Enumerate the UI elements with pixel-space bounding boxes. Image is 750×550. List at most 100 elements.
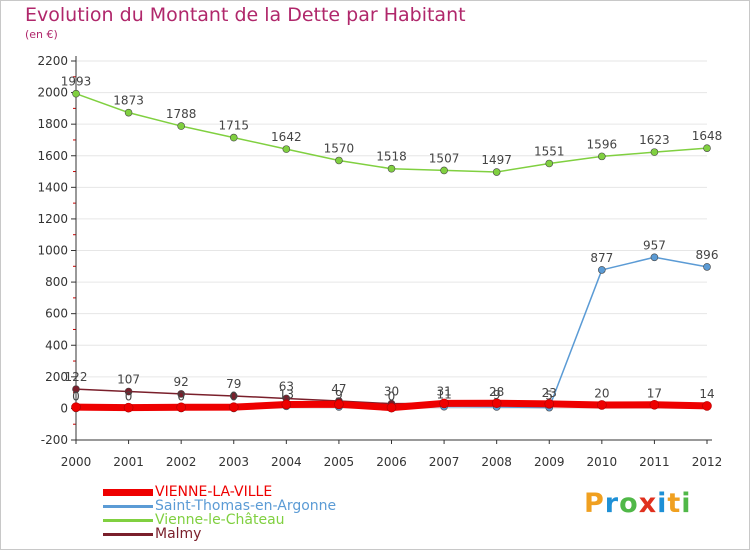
data-point — [123, 402, 134, 413]
legend-item: Vienne-le-Château — [103, 512, 423, 528]
y-tick-label: 1800 — [37, 117, 68, 131]
data-label: 17 — [647, 387, 662, 401]
data-label: 1873 — [113, 94, 144, 108]
data-point — [176, 402, 186, 413]
data-point — [649, 399, 660, 410]
data-point — [177, 390, 185, 398]
data-label: 122 — [65, 370, 88, 384]
data-point — [124, 387, 133, 396]
y-axis-unit-label: (en €) — [25, 28, 58, 41]
data-point — [281, 399, 292, 410]
y-tick-label: 2000 — [37, 86, 68, 100]
x-tick-label: 2007 — [429, 455, 460, 469]
data-label: 1497 — [481, 153, 512, 167]
data-label: 20 — [594, 386, 609, 400]
data-point — [334, 399, 344, 410]
data-label: 0 — [72, 389, 80, 403]
logo-letter: x — [638, 488, 658, 519]
data-point — [598, 266, 606, 274]
data-label: 0 — [125, 389, 133, 403]
legend-label: Vienne-le-Château — [155, 512, 285, 528]
data-label: 9 — [335, 388, 343, 402]
data-point — [597, 400, 607, 410]
x-tick-label: 2010 — [587, 455, 618, 469]
data-label: 1623 — [639, 133, 670, 147]
data-point — [124, 108, 133, 117]
chart-title: Evolution du Montant de la Dette par Hab… — [25, 4, 466, 26]
data-point — [598, 152, 606, 161]
x-tick-label: 2001 — [113, 455, 144, 469]
data-label: 47 — [331, 382, 346, 396]
x-tick-label: 2008 — [481, 455, 512, 469]
data-label: 79 — [226, 377, 241, 391]
data-label: 0 — [230, 389, 238, 403]
data-point — [335, 156, 343, 165]
data-label: 1788 — [166, 107, 197, 121]
data-label: 107 — [117, 373, 140, 387]
data-label: 92 — [174, 375, 189, 389]
x-tick-label: 2011 — [639, 455, 670, 469]
logo-letter: o — [619, 488, 639, 519]
data-point — [544, 399, 555, 409]
data-point — [440, 166, 448, 175]
y-tick-label: -200 — [41, 433, 68, 447]
data-point — [72, 385, 80, 393]
legend-label: VIENNE-LA-VILLE — [155, 484, 273, 500]
data-point — [650, 253, 659, 262]
y-tick-label: 400 — [45, 338, 68, 352]
data-label: 877 — [590, 251, 613, 265]
data-label: 1715 — [218, 119, 249, 133]
data-label: 1993 — [61, 75, 92, 89]
data-point — [702, 401, 712, 411]
proxiti-logo: Proxiti — [584, 488, 692, 519]
legend-swatch — [103, 489, 153, 496]
legend-label: Saint-Thomas-en-Argonne — [155, 498, 337, 514]
logo-letter: i — [657, 488, 668, 519]
y-tick-label: 600 — [45, 307, 68, 321]
data-point — [229, 392, 238, 400]
y-tick-label: 800 — [45, 275, 68, 289]
data-point — [229, 133, 238, 142]
data-point — [439, 398, 449, 409]
logo-letter: P — [584, 488, 605, 519]
data-point — [387, 164, 396, 173]
y-tick-label: 0 — [60, 401, 68, 415]
x-tick-label: 2005 — [324, 455, 355, 469]
data-label: 13 — [279, 387, 294, 401]
data-label: 1642 — [271, 130, 302, 144]
data-point — [71, 402, 81, 412]
x-tick-label: 2002 — [166, 455, 197, 469]
legend-swatch — [103, 533, 153, 536]
logo-letter: t — [667, 488, 682, 519]
y-tick-label: 2200 — [37, 54, 68, 68]
y-tick-label: 1200 — [37, 212, 68, 226]
data-label: 0 — [177, 389, 185, 403]
legend-label: Malmy — [155, 526, 202, 542]
data-point — [650, 148, 659, 156]
data-point — [282, 145, 291, 153]
data-label: 957 — [643, 238, 666, 252]
data-point — [703, 263, 711, 271]
data-point — [492, 168, 501, 176]
data-label: 1570 — [324, 141, 355, 155]
legend-item: Saint-Thomas-en-Argonne — [103, 498, 423, 514]
data-label: 28 — [489, 385, 504, 399]
data-label: 23 — [542, 386, 557, 400]
legend: VIENNE-LA-VILLE Saint-Thomas-en-Argonne … — [103, 484, 423, 542]
data-point — [228, 402, 239, 412]
data-point — [386, 402, 397, 413]
data-point — [703, 144, 711, 152]
data-label: 5 — [545, 389, 553, 403]
data-label: 896 — [696, 248, 719, 262]
legend-item: Malmy — [103, 526, 423, 542]
x-tick-label: 2003 — [218, 455, 249, 469]
data-label: 11 — [436, 388, 451, 402]
y-tick-label: 1600 — [37, 149, 68, 163]
data-label: 1507 — [429, 151, 460, 165]
data-label: 63 — [279, 379, 294, 393]
data-label: 1596 — [587, 137, 618, 151]
data-label: 1648 — [692, 129, 723, 143]
logo-letter: i — [681, 488, 692, 519]
